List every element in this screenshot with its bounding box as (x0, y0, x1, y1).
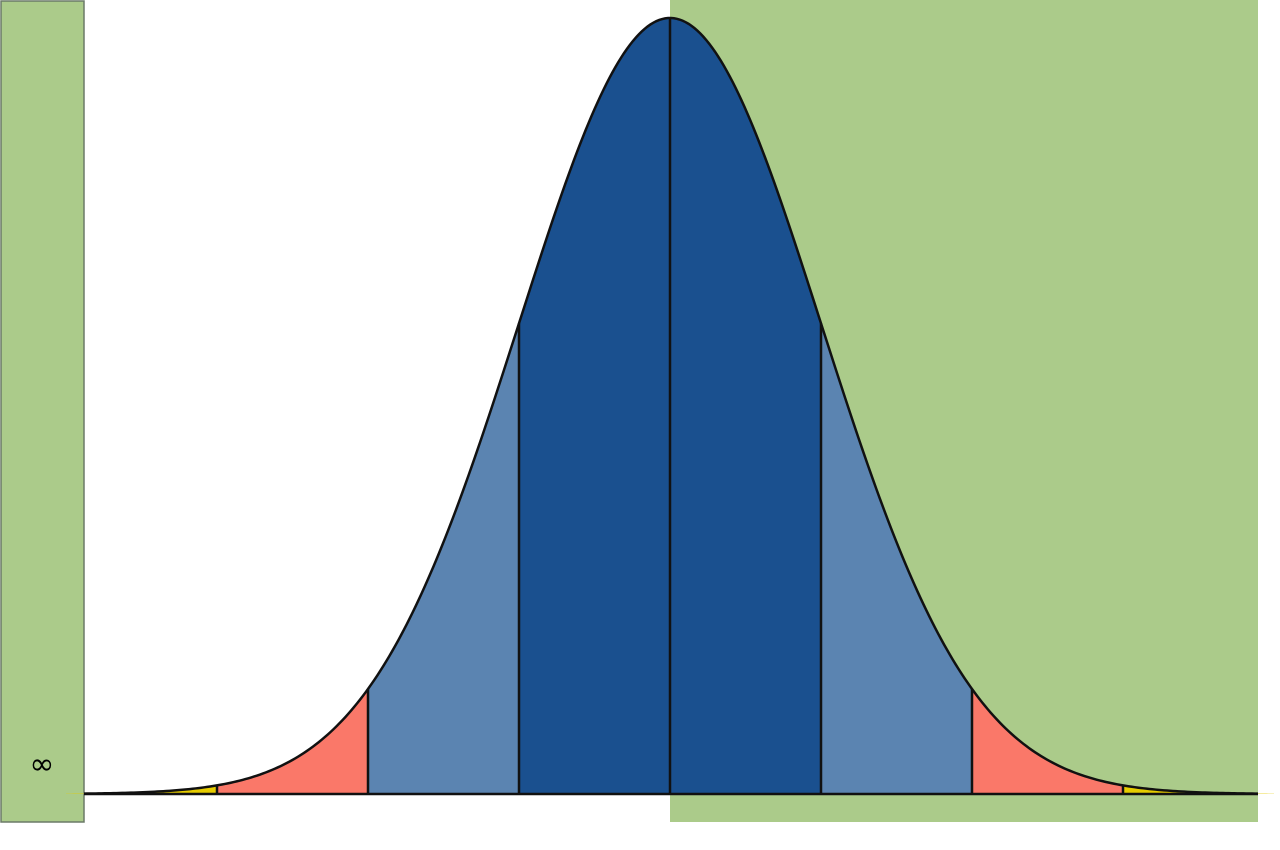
bell-curve-outline (83, 16, 1259, 795)
left-highlight-panel (0, 0, 85, 823)
tail-band-left (66, 785, 217, 794)
outer-band-left (217, 688, 368, 794)
sd-boundary-lines (215, 18, 1125, 794)
outer-band-right (972, 688, 1123, 794)
infinity-symbol: ∞ (30, 747, 55, 782)
tail-band-right (1123, 785, 1274, 794)
